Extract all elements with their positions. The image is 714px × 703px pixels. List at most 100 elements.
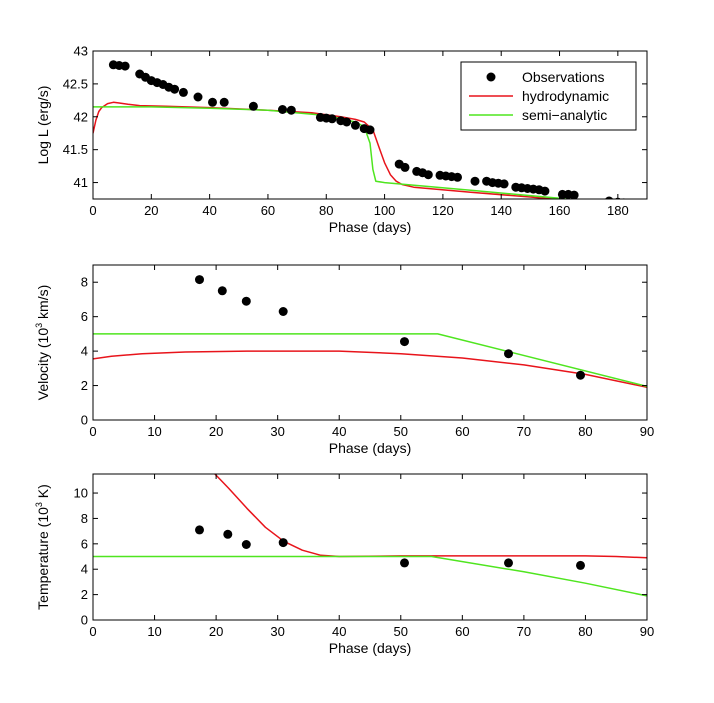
luminosity-x-tick-label: 80 xyxy=(319,203,333,218)
legend-semi-analytic-label: semi−analytic xyxy=(522,107,607,123)
luminosity-x-tick-label: 20 xyxy=(144,203,158,218)
luminosity-observation-point xyxy=(286,105,296,115)
luminosity-observation-point xyxy=(208,97,217,107)
luminosity-observation-point xyxy=(178,87,188,97)
luminosity-semi-analytic-line xyxy=(93,106,574,199)
velocity-x-tick-label: 10 xyxy=(147,424,161,439)
temperature-observation-point xyxy=(195,525,204,535)
velocity-ylabel-after: km/s) xyxy=(35,285,51,323)
luminosity-y-tick-label: 42.5 xyxy=(63,76,88,91)
luminosity-x-tick-label: 40 xyxy=(202,203,216,218)
temperature-observation-point xyxy=(278,538,288,548)
luminosity-observation-point xyxy=(193,92,203,102)
luminosity-observation-point xyxy=(120,61,130,71)
velocity-observation-point xyxy=(576,370,585,380)
velocity-ticks: 0 10 20 30 40 50 60 70 80 90 0 2 4 6 8 xyxy=(81,265,654,439)
velocity-y-tick-label: 4 xyxy=(81,344,88,359)
velocity-observation-point xyxy=(217,286,227,296)
velocity-y-tick-label: 0 xyxy=(81,413,88,428)
temperature-x-tick-label: 60 xyxy=(455,624,469,639)
temperature-observation-point xyxy=(504,558,513,568)
temperature-y-tick-label: 6 xyxy=(81,536,88,551)
luminosity-observation-point xyxy=(540,186,550,196)
velocity-series xyxy=(93,275,647,389)
legend-observations-marker xyxy=(486,72,496,82)
temperature-x-tick-label: 80 xyxy=(578,624,592,639)
velocity-y-tick-label: 8 xyxy=(81,275,88,290)
legend: Observations hydrodynamic semi−analytic xyxy=(460,61,637,131)
luminosity-x-tick-label: 180 xyxy=(607,203,629,218)
velocity-y-axis-label: Velocity (103 km/s) xyxy=(34,285,51,401)
luminosity-y-tick-label: 41 xyxy=(74,175,88,190)
velocity-x-tick-label: 70 xyxy=(517,424,531,439)
temperature-observation-point xyxy=(400,558,409,568)
legend-observations-label: Observations xyxy=(522,69,604,85)
temperature-x-tick-label: 0 xyxy=(89,624,96,639)
luminosity-observation-point xyxy=(248,101,258,111)
temperature-x-tick-label: 40 xyxy=(332,624,346,639)
velocity-ylabel-sup: 3 xyxy=(34,323,44,328)
luminosity-x-axis-label: Phase (days) xyxy=(329,219,411,235)
velocity-ylabel-before: Velocity (10 xyxy=(35,328,51,401)
temperature-observation-point xyxy=(241,540,251,549)
luminosity-x-tick-label: 60 xyxy=(261,203,275,218)
luminosity-observation-point xyxy=(499,179,509,189)
temperature-y-tick-label: 4 xyxy=(81,562,88,577)
velocity-x-tick-label: 20 xyxy=(209,424,223,439)
velocity-x-tick-label: 80 xyxy=(578,424,592,439)
velocity-x-tick-label: 0 xyxy=(89,424,96,439)
velocity-observation-point xyxy=(504,349,513,359)
temperature-x-tick-label: 90 xyxy=(640,624,654,639)
temperature-y-tick-label: 8 xyxy=(81,511,88,526)
temperature-y-axis-label: Temperature (103 K) xyxy=(34,484,51,610)
velocity-observation-point xyxy=(241,296,251,306)
luminosity-x-tick-label: 160 xyxy=(549,203,571,218)
luminosity-observation-point xyxy=(605,196,614,199)
legend-hydrodynamic-label: hydrodynamic xyxy=(522,88,609,104)
temperature-x-axis-label: Phase (days) xyxy=(329,640,411,656)
luminosity-observation-point xyxy=(423,170,433,180)
temperature-x-tick-label: 10 xyxy=(147,624,161,639)
luminosity-observation-point xyxy=(219,97,229,107)
velocity-observation-point xyxy=(195,275,204,285)
velocity-hydrodynamic-line xyxy=(93,350,647,389)
velocity-x-tick-label: 30 xyxy=(270,424,284,439)
velocity-observation-point xyxy=(278,307,288,316)
luminosity-observation-point xyxy=(170,84,180,94)
velocity-axes-frame xyxy=(92,264,648,421)
temperature-ylabel-sup: 3 xyxy=(34,502,44,507)
luminosity-panel: 0 20 40 60 80 100 120 140 160 180 41 41.5 42 42.5 43 P… xyxy=(35,44,648,235)
luminosity-x-tick-label: 100 xyxy=(374,203,396,218)
temperature-x-tick-label: 30 xyxy=(270,624,284,639)
velocity-semi-analytic-line xyxy=(93,333,647,388)
luminosity-axes-frame xyxy=(92,50,648,200)
temperature-ylabel-after: K) xyxy=(35,484,51,502)
velocity-x-tick-label: 50 xyxy=(394,424,408,439)
luminosity-ticks: 0 20 40 60 80 100 120 140 160 180 41 41.5 42 42.5 43 xyxy=(63,44,647,218)
luminosity-y-tick-label: 41.5 xyxy=(63,142,88,157)
luminosity-observation-point xyxy=(470,176,480,186)
luminosity-observation-point xyxy=(278,105,287,114)
luminosity-observation-point xyxy=(453,172,462,182)
luminosity-x-tick-label: 0 xyxy=(89,203,96,218)
luminosity-observation-point xyxy=(342,117,352,127)
temperature-x-tick-label: 20 xyxy=(209,624,223,639)
velocity-x-axis-label: Phase (days) xyxy=(329,440,411,456)
velocity-y-tick-label: 6 xyxy=(81,309,88,324)
temperature-y-tick-label: 0 xyxy=(81,613,88,628)
temperature-y-tick-label: 2 xyxy=(81,587,88,602)
luminosity-y-tick-label: 43 xyxy=(74,44,88,59)
temperature-series xyxy=(93,474,647,597)
temperature-ticks: 0 10 20 30 40 50 60 70 80 90 0 2 4 6 8 10 xyxy=(74,474,654,639)
luminosity-observation-point xyxy=(400,162,410,172)
velocity-x-tick-label: 90 xyxy=(640,424,654,439)
temperature-axes-frame xyxy=(92,473,648,621)
velocity-observation-point xyxy=(400,337,409,347)
luminosity-observation-point xyxy=(365,125,375,135)
velocity-x-tick-label: 40 xyxy=(332,424,346,439)
temperature-x-tick-label: 50 xyxy=(394,624,408,639)
temperature-semi-analytic-line xyxy=(93,555,647,597)
temperature-x-tick-label: 70 xyxy=(517,624,531,639)
